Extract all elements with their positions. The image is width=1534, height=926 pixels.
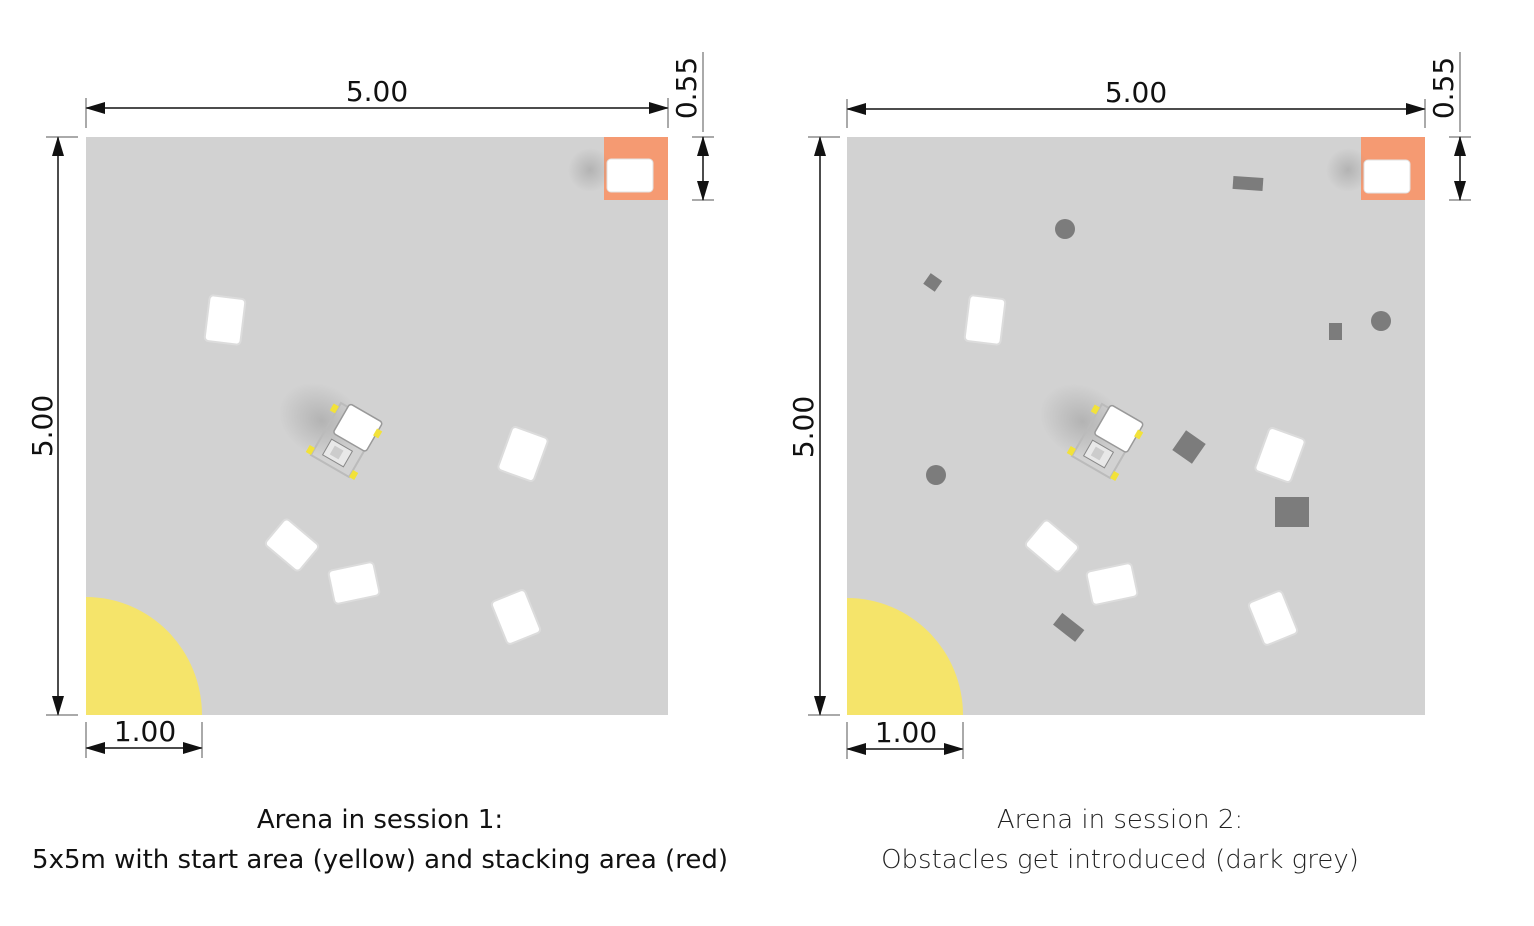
caption-session-2-title: Arena in session 2: — [996, 805, 1244, 835]
caption-session-1-description: 5x5m with start area (yellow) and stacki… — [32, 845, 728, 875]
obstacle — [1232, 175, 1264, 192]
block — [203, 294, 247, 346]
start-area — [86, 597, 202, 715]
dim-height-label: 5.00 — [787, 396, 820, 458]
robot — [1039, 383, 1144, 481]
obstacle — [1275, 497, 1309, 527]
caption-session-2: Arena in session 2: Obstacles get introd… — [760, 800, 1480, 880]
dim-height-label: 5.00 — [26, 395, 59, 457]
arena-panel-session-1: 5.00 5.00 1.00 0.55 — [0, 0, 767, 780]
obstacle — [923, 273, 943, 292]
caption-session-1: Arena in session 1: 5x5m with start area… — [0, 800, 760, 880]
block — [1247, 590, 1299, 646]
obstacle — [1329, 323, 1342, 340]
arena-panel-session-2: 5.00 5.00 1.00 0.55 — [760, 0, 1527, 780]
dim-start-radius-label: 1.00 — [875, 716, 937, 749]
obstacle — [926, 465, 946, 485]
block — [1024, 519, 1080, 573]
block — [497, 426, 549, 482]
dim-start-radius-label: 1.00 — [114, 715, 176, 748]
obstacle — [1371, 311, 1391, 331]
obstacle — [1172, 430, 1206, 464]
dim-width-label: 5.00 — [1105, 76, 1167, 109]
arena-diagram-session-2: 5.00 5.00 1.00 0.55 — [787, 52, 1471, 759]
block — [1363, 159, 1411, 194]
dim-stack-size-label: 0.55 — [1427, 57, 1460, 119]
block — [606, 158, 654, 193]
dim-stack-size-label: 0.55 — [670, 57, 703, 119]
block — [1254, 427, 1306, 483]
obstacle — [1053, 612, 1085, 642]
robot — [278, 382, 383, 480]
block — [1085, 562, 1139, 606]
obstacle — [1055, 219, 1075, 239]
block — [963, 294, 1007, 346]
block — [264, 518, 320, 572]
arena-diagram-session-1: 5.00 5.00 1.00 0.55 — [26, 52, 714, 758]
block — [490, 589, 542, 645]
dim-width-label: 5.00 — [346, 75, 408, 108]
caption-session-1-title: Arena in session 1: — [256, 805, 504, 835]
start-area — [847, 598, 963, 715]
caption-session-2-description: Obstacles get introduced (dark grey) — [881, 845, 1359, 875]
block — [327, 561, 381, 605]
